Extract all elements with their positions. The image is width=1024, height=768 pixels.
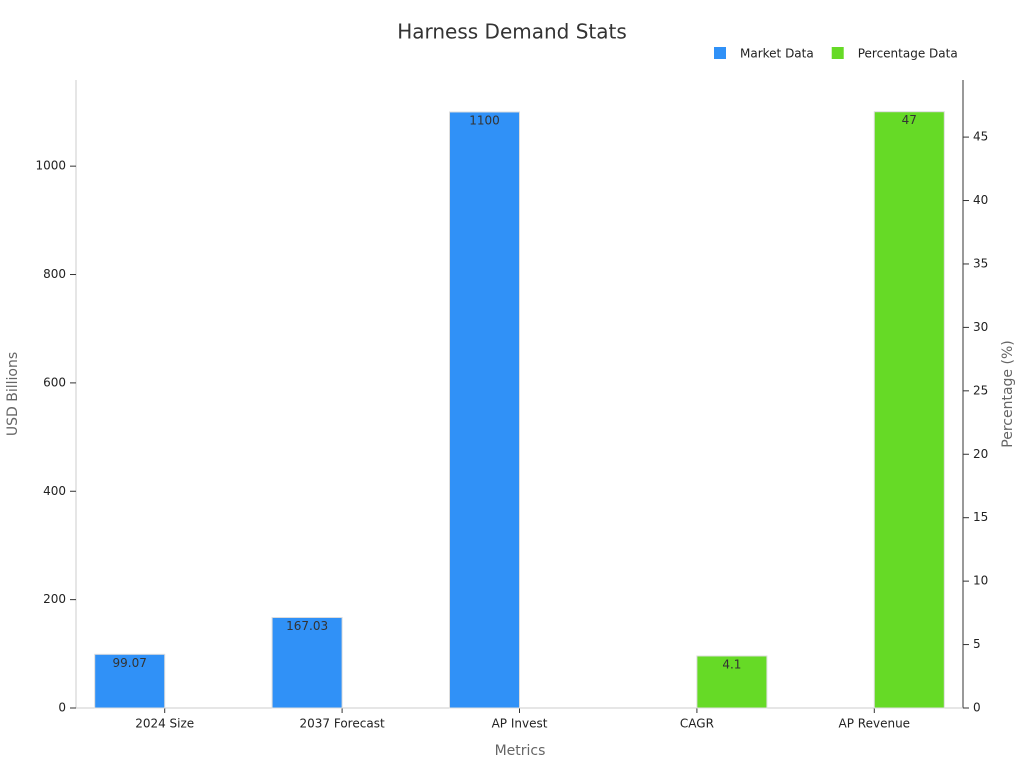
y2-tick-label: 35 [973, 256, 988, 270]
legend-label: Percentage Data [858, 47, 958, 61]
chart-title: Harness Demand Stats [397, 20, 627, 44]
y2-tick-label: 5 [973, 637, 981, 651]
legend-swatch [831, 47, 844, 59]
y2-tick-label: 20 [973, 447, 988, 461]
data-label: 47 [902, 113, 917, 127]
y-tick-label: 600 [43, 375, 66, 389]
bar [271, 616, 343, 709]
y-axis-title: USD Billions [5, 352, 21, 436]
y-tick-label: 1000 [35, 159, 66, 173]
data-label: 4.1 [722, 657, 741, 671]
y2-tick-label: 25 [973, 383, 988, 397]
y2-axis-title: Percentage (%) [1000, 340, 1016, 447]
bar [94, 653, 166, 709]
y-tick-label: 200 [43, 592, 66, 606]
y2-tick-label: 0 [973, 701, 981, 715]
x-tick-label: 2024 Size [135, 717, 194, 731]
y-tick-label: 0 [58, 701, 66, 715]
x-tick-label: AP Invest [492, 717, 548, 731]
data-label: 99.07 [113, 656, 147, 670]
y2-tick-label: 40 [973, 193, 988, 207]
x-tick-label: AP Revenue [839, 717, 911, 731]
y2-tick-label: 15 [973, 510, 988, 524]
x-tick-label: CAGR [680, 717, 714, 731]
data-label: 1100 [469, 113, 500, 127]
bar [696, 655, 768, 709]
y-tick-label: 800 [43, 267, 66, 281]
y2-tick-label: 10 [973, 574, 988, 588]
y2-tick-label: 30 [973, 320, 988, 334]
legend-label: Market Data [740, 47, 814, 61]
x-axis-title: Metrics [495, 743, 546, 759]
x-tick-label: 2037 Forecast [300, 717, 385, 731]
bar [873, 111, 945, 709]
y2-tick-label: 45 [973, 130, 988, 144]
data-label: 167.03 [286, 619, 328, 633]
legend-swatch [714, 47, 726, 59]
bar [449, 111, 520, 709]
y-tick-label: 400 [43, 484, 66, 498]
